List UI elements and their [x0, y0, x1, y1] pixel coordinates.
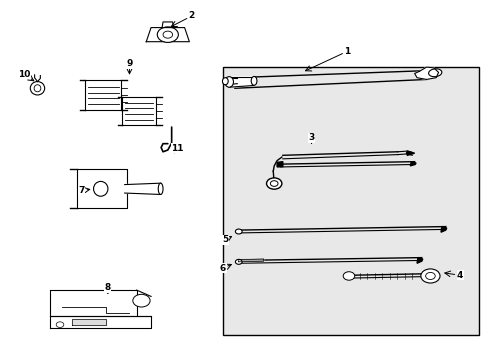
Bar: [223, 67, 478, 335]
Polygon shape: [162, 22, 173, 28]
Polygon shape: [229, 77, 254, 87]
Circle shape: [343, 272, 354, 280]
Circle shape: [420, 269, 439, 283]
Circle shape: [235, 229, 242, 234]
Polygon shape: [50, 290, 137, 316]
Ellipse shape: [224, 77, 233, 87]
Text: 6: 6: [220, 264, 225, 273]
Polygon shape: [406, 151, 414, 155]
Text: 8: 8: [104, 283, 111, 292]
Polygon shape: [50, 316, 151, 328]
Text: 4: 4: [456, 271, 463, 280]
Text: 9: 9: [126, 59, 132, 68]
Polygon shape: [409, 162, 415, 166]
Text: 10: 10: [18, 70, 30, 79]
Polygon shape: [122, 97, 156, 125]
Text: 1: 1: [344, 47, 350, 56]
Polygon shape: [72, 319, 105, 325]
Text: 2: 2: [188, 12, 195, 21]
Polygon shape: [146, 28, 189, 42]
Ellipse shape: [158, 183, 163, 194]
Polygon shape: [225, 78, 237, 85]
Circle shape: [133, 294, 150, 307]
Circle shape: [266, 178, 281, 189]
Ellipse shape: [427, 69, 441, 77]
Text: 11: 11: [171, 144, 183, 153]
Polygon shape: [238, 259, 263, 262]
Ellipse shape: [93, 181, 108, 196]
Text: 7: 7: [78, 186, 84, 195]
Polygon shape: [416, 258, 422, 263]
Circle shape: [425, 273, 434, 279]
Circle shape: [163, 31, 172, 38]
Polygon shape: [414, 67, 438, 80]
Circle shape: [157, 27, 178, 42]
Circle shape: [56, 322, 64, 328]
Polygon shape: [124, 183, 160, 194]
Polygon shape: [440, 226, 446, 232]
Circle shape: [235, 259, 242, 264]
Ellipse shape: [34, 85, 41, 92]
Polygon shape: [85, 80, 121, 110]
Polygon shape: [77, 170, 127, 208]
Circle shape: [270, 181, 278, 186]
Ellipse shape: [251, 76, 256, 85]
Ellipse shape: [30, 82, 44, 95]
Polygon shape: [277, 162, 282, 167]
Text: 5: 5: [222, 235, 228, 244]
Ellipse shape: [222, 78, 228, 85]
Text: 3: 3: [308, 133, 314, 142]
